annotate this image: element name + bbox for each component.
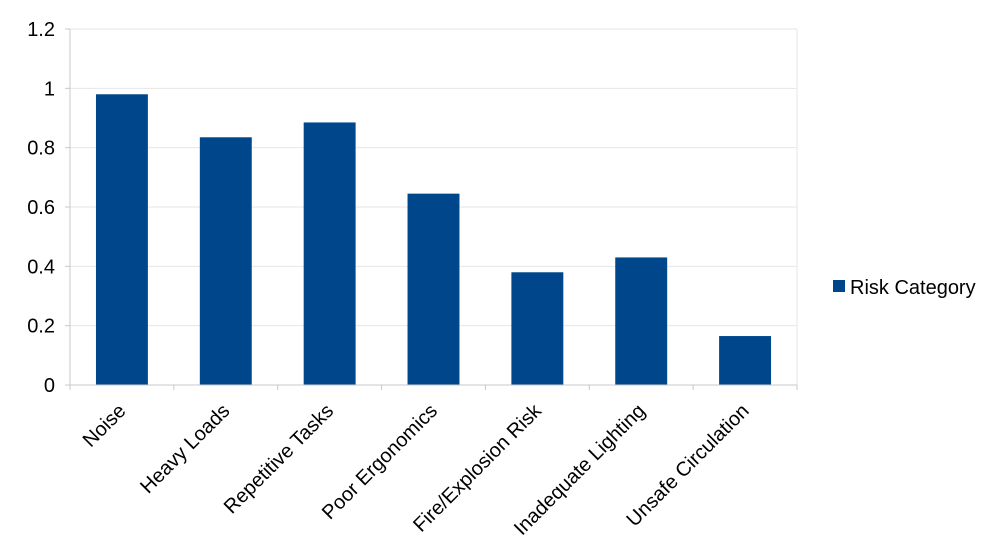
x-category-label: Noise [79, 400, 131, 452]
bar [303, 122, 356, 385]
y-axis: 0 0.2 0.4 0.6 0.8 1 1.2 [27, 19, 71, 397]
y-tick-label: 1 [44, 78, 55, 100]
legend: Risk Category [833, 277, 976, 299]
x-category-label: Repetitive Tasks [220, 400, 338, 518]
y-tick-label: 0.6 [27, 197, 55, 219]
legend-label: Risk Category [850, 277, 976, 299]
y-tick-label: 0.8 [27, 138, 55, 160]
x-category-label: Heavy Loads [136, 400, 234, 498]
y-tick-label: 1.2 [27, 19, 55, 41]
bar [511, 272, 564, 385]
bar [199, 137, 252, 385]
bar [407, 193, 460, 385]
bar [615, 257, 668, 385]
bar [719, 336, 772, 385]
legend-swatch [833, 280, 845, 292]
y-tick-label: 0.2 [27, 316, 55, 338]
x-category-label: Poor Ergonomics [318, 400, 442, 524]
y-tick-label: 0.4 [27, 256, 55, 278]
bars [95, 94, 772, 386]
y-tick-label: 0 [44, 375, 55, 397]
bar [95, 94, 148, 386]
